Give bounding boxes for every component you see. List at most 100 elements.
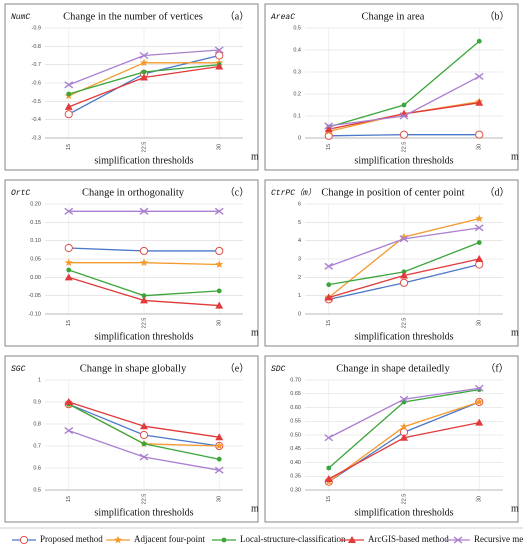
marker bbox=[139, 51, 149, 60]
y-tick-label: 0.05 bbox=[30, 256, 41, 262]
y-tick-label: 6 bbox=[298, 201, 301, 207]
chart-title: Change in shape detailedly bbox=[336, 363, 450, 374]
marker bbox=[64, 110, 73, 119]
marker bbox=[324, 125, 333, 133]
marker bbox=[326, 465, 332, 471]
marker bbox=[215, 433, 224, 441]
marker bbox=[19, 535, 29, 545]
y-tick-label: 0.30 bbox=[290, 487, 301, 493]
marker bbox=[215, 62, 224, 70]
marker bbox=[215, 51, 224, 60]
marker bbox=[399, 235, 409, 243]
x-tick-label: 22.5 bbox=[141, 318, 147, 329]
x-axis-label: simplification thresholds bbox=[94, 155, 193, 166]
marker bbox=[453, 536, 463, 544]
marker bbox=[324, 131, 333, 140]
marker bbox=[140, 73, 148, 81]
marker bbox=[474, 224, 484, 232]
legend-label: Local-structure-classification bbox=[240, 534, 346, 544]
marker bbox=[400, 271, 408, 279]
marker bbox=[139, 430, 149, 440]
x-axis-unit: m bbox=[251, 327, 259, 338]
marker bbox=[326, 282, 332, 288]
x-axis-label: simplification thresholds bbox=[354, 507, 453, 518]
marker bbox=[66, 267, 72, 273]
panel-label: （f） bbox=[485, 362, 508, 374]
marker bbox=[141, 69, 147, 75]
x-tick-label: 22.5 bbox=[141, 142, 147, 153]
y-axis-label: CtrPC（m） bbox=[271, 188, 316, 198]
marker bbox=[476, 240, 482, 245]
marker bbox=[399, 112, 409, 120]
x-tick-label: 30 bbox=[477, 144, 483, 150]
marker bbox=[64, 398, 73, 405]
legend-label: Recursive method bbox=[474, 534, 523, 544]
marker bbox=[141, 293, 147, 299]
y-tick-label: 0.5 bbox=[33, 487, 41, 493]
marker bbox=[141, 441, 147, 447]
panel-frame bbox=[4, 3, 259, 171]
y-tick-label: 0.70 bbox=[290, 377, 301, 383]
chart-title: Change in orthogonality bbox=[82, 187, 185, 198]
x-tick-label: 30 bbox=[477, 320, 483, 326]
y-tick-label: -0.05 bbox=[28, 293, 41, 299]
marker bbox=[399, 278, 409, 287]
x-tick-label: 22.5 bbox=[401, 318, 407, 329]
x-axis-unit: m bbox=[251, 503, 259, 514]
marker bbox=[400, 422, 408, 431]
y-tick-label: 0.60 bbox=[290, 405, 301, 411]
y-tick-label: 0.45 bbox=[290, 446, 301, 452]
y-tick-label: -0.7 bbox=[32, 62, 41, 68]
chart-title: Change in the number of vertices bbox=[63, 11, 203, 22]
x-axis-unit: m bbox=[251, 151, 259, 162]
x-axis-label: simplification thresholds bbox=[94, 331, 193, 342]
y-tick-label: 0.50 bbox=[290, 432, 301, 438]
marker bbox=[214, 466, 224, 474]
y-axis-label: NumC bbox=[11, 13, 30, 22]
legend-label: Proposed method bbox=[40, 534, 103, 544]
x-tick-label: 15 bbox=[66, 496, 72, 502]
marker bbox=[214, 207, 224, 215]
marker bbox=[399, 130, 409, 139]
marker bbox=[475, 397, 484, 406]
y-tick-label: 1 bbox=[38, 377, 41, 383]
marker bbox=[140, 422, 148, 430]
y-tick-label: 0.35 bbox=[290, 474, 301, 480]
marker bbox=[399, 395, 409, 403]
marker bbox=[64, 258, 73, 267]
marker bbox=[139, 246, 149, 256]
panel-label: （a） bbox=[225, 10, 249, 22]
marker bbox=[476, 38, 482, 44]
marker bbox=[140, 296, 148, 304]
marker bbox=[475, 214, 484, 223]
panel-label: （d） bbox=[485, 186, 510, 198]
marker bbox=[214, 46, 224, 54]
panel-frame bbox=[264, 3, 519, 171]
y-axis-label: OrtC bbox=[11, 189, 30, 198]
y-tick-label: 4 bbox=[298, 238, 301, 244]
x-axis-unit: m bbox=[511, 503, 519, 514]
marker bbox=[475, 130, 484, 139]
y-tick-label: 0.2 bbox=[293, 91, 301, 97]
y-tick-label: 0.5 bbox=[293, 25, 301, 31]
x-tick-label: 30 bbox=[217, 320, 223, 326]
marker bbox=[215, 246, 224, 256]
marker bbox=[400, 232, 408, 241]
marker bbox=[216, 456, 222, 462]
x-tick-label: 22.5 bbox=[401, 142, 407, 153]
y-tick-label: 3 bbox=[298, 256, 301, 262]
marker bbox=[400, 433, 408, 441]
marker bbox=[215, 301, 224, 309]
marker bbox=[64, 243, 73, 253]
y-tick-label: 0.8 bbox=[33, 421, 41, 427]
marker bbox=[216, 288, 222, 294]
y-tick-label: 2 bbox=[298, 275, 301, 281]
panel-label: （c） bbox=[225, 186, 249, 198]
legend-label: Adjacent four-point bbox=[134, 534, 206, 544]
x-tick-label: 15 bbox=[66, 144, 72, 150]
marker bbox=[474, 384, 484, 392]
y-tick-label: 0 bbox=[298, 135, 301, 141]
panel-label: （b） bbox=[485, 10, 510, 22]
x-axis-label: simplification thresholds bbox=[94, 507, 193, 518]
